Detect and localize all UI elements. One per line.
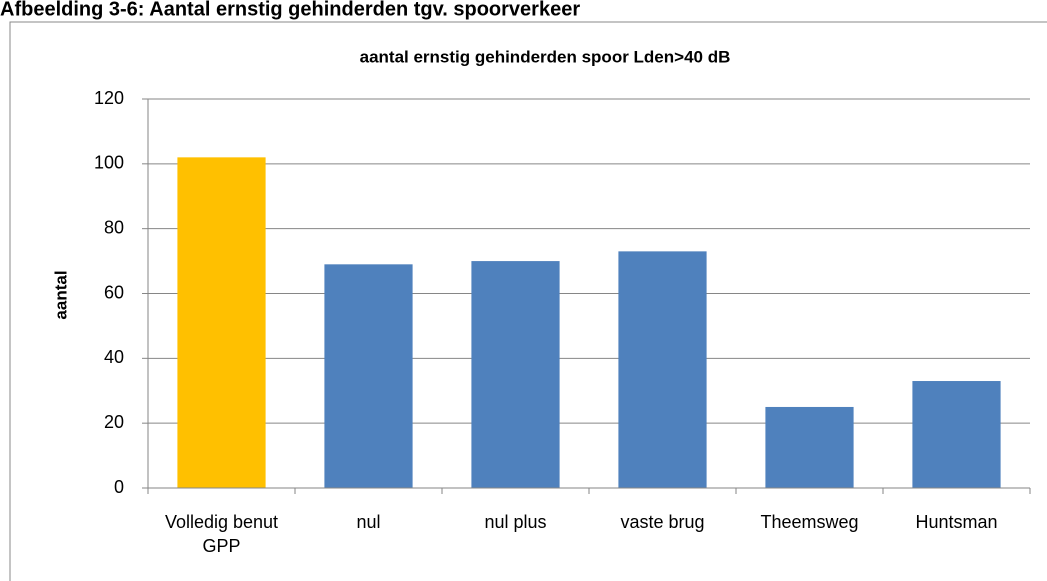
x-tick-label: nul plus bbox=[484, 512, 547, 532]
x-tick-label: vaste brug bbox=[620, 512, 705, 532]
chart-title: aantal ernstig gehinderden spoor Lden>40… bbox=[360, 47, 731, 66]
y-tick-label: 40 bbox=[104, 347, 124, 367]
bar bbox=[765, 406, 854, 488]
y-tick-label: 20 bbox=[104, 412, 124, 432]
y-tick-label: 100 bbox=[94, 153, 124, 173]
x-tick-label: Volledig benut GPP bbox=[164, 512, 279, 556]
x-tick-label: nul bbox=[356, 512, 381, 532]
bar bbox=[471, 261, 560, 488]
y-tick-label: 60 bbox=[104, 282, 124, 302]
y-tick-label: 120 bbox=[94, 88, 124, 108]
caption: Afbeelding 3-6: Aantal ernstig gehinderd… bbox=[0, 0, 580, 20]
bar bbox=[618, 251, 707, 488]
bar bbox=[177, 157, 266, 488]
x-tick-label: Huntsman bbox=[915, 512, 998, 532]
y-tick-label: 0 bbox=[114, 477, 124, 497]
bar bbox=[912, 381, 1001, 488]
y-axis-label: aantal bbox=[51, 270, 70, 319]
x-tick-label: Theemsweg bbox=[760, 512, 859, 532]
y-tick-label: 80 bbox=[104, 217, 124, 237]
bar bbox=[324, 264, 413, 488]
